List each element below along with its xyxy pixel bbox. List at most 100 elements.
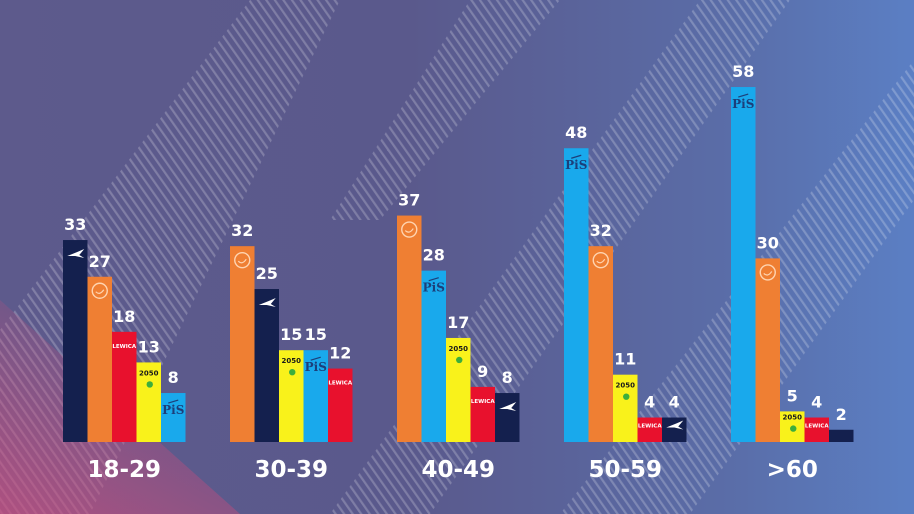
konfederacja-bird-icon [666,420,684,430]
polska2050-logo-text: 2050 [282,357,302,365]
category-label: 30-39 [254,457,328,483]
value-label: 13 [138,337,160,356]
lewica-logo-text: LEWICA [471,399,495,405]
value-label: 8 [168,368,179,387]
bar-40-49-lewica [470,386,495,442]
ko-logo-icon [234,251,251,269]
lewica-logo-icon: LEWICA [805,424,829,430]
bar-60-ko [755,258,780,442]
ko-logo-icon [91,282,108,299]
value-label: 5 [787,386,798,405]
ko-logo-icon [401,221,418,238]
lewica-logo-text: LEWICA [638,424,662,430]
ko-heart-stroke-icon [237,258,247,264]
bar-30-39-konfederacja [254,289,279,442]
polska2050-logo-text: 2050 [783,414,803,422]
bar-50-59-pis [564,148,589,443]
ko-heart-stroke-icon [404,228,414,233]
value-label: 9 [477,362,488,381]
value-label: 58 [732,62,754,81]
lewica-logo-icon: LEWICA [638,424,662,430]
value-label: 27 [89,252,111,271]
bar-40-49-ko [397,215,422,442]
polska-2050-logo-icon: 2050 [449,345,469,364]
ko-heart-stroke-icon [763,271,773,276]
bar-60-lewica [804,417,829,442]
pis-eagle-icon [168,399,179,404]
bar-50-59-polska-2050 [613,374,638,442]
value-label: 8 [502,368,513,387]
value-label: 4 [811,393,822,412]
polska-2050-logo-icon: 2050 [783,414,803,432]
konfederacja-bird-icon [499,402,517,412]
bar-60-konfederacja [829,429,854,442]
value-label: 32 [590,221,612,240]
polska2050-logo-text: 2050 [449,345,469,353]
pis-logo-icon: PiS [732,93,754,111]
polska2050-logo-text: 2050 [139,369,159,377]
value-label: 2 [836,405,847,424]
bar-40-49-pis [421,270,446,442]
pis-logo-text: PiS [732,97,754,111]
pis-eagle-icon [571,154,582,159]
pis-logo-icon: PiS [305,356,327,374]
value-label: 17 [447,313,469,332]
value-label: 15 [305,325,327,344]
ko-heart-icon [234,251,251,269]
value-label: 15 [280,325,302,344]
bar-60-pis [731,87,756,442]
category-label: 40-49 [421,457,495,483]
bar-50-59-lewica [637,417,662,442]
pis-eagle-icon [738,93,749,98]
konfederacja-logo-icon [67,249,85,259]
value-label: 30 [757,233,779,252]
pis-eagle-icon [428,277,439,282]
pis-logo-text: PiS [565,158,587,172]
ko-heart-stroke-icon [596,258,606,264]
ko-logo-icon [759,264,776,281]
value-label: 4 [644,393,655,412]
value-label: 32 [231,221,253,240]
category-label: 18-29 [87,457,161,483]
ko-heart-icon [91,282,108,299]
polska-2050-logo-icon: 2050 [282,357,302,376]
konfederacja-bird-icon [258,298,276,307]
value-label: 18 [113,307,135,326]
lewica-logo-icon: LEWICA [328,381,352,387]
konfederacja-logo-icon [258,298,276,307]
bar-30-39-pis [303,350,328,442]
ko-heart-stroke-icon [95,289,105,294]
age-group-40-49: 37 PiS 28 2050 17 LEWICA 9 8 40-49 [397,191,520,483]
pis-eagle-icon [310,356,321,361]
value-label: 4 [669,393,680,412]
bar-30-39-lewica [328,368,353,442]
stripe-band-top [330,0,560,220]
ko-logo-icon [592,251,609,269]
value-label: 25 [256,264,278,283]
polska-2050-logo-icon: 2050 [616,382,636,400]
pis-logo-text: PiS [305,360,327,374]
value-label: 11 [614,350,636,369]
konfederacja-logo-icon [666,420,684,430]
clover-icon [146,381,153,388]
konfederacja-bird-icon [67,249,85,259]
clover-icon [456,356,463,364]
ko-heart-icon [401,221,418,238]
pis-logo-icon: PiS [162,399,184,417]
bar-18-29-konfederacja [63,240,88,442]
age-group-30-39: 32 25 2050 15 PiS 15 LEWICA 12 30-39 [230,221,353,483]
ko-heart-icon [592,251,609,269]
polska-2050-logo-icon: 2050 [139,369,159,388]
bar-30-39-ko [230,246,255,442]
pis-logo-text: PiS [423,281,445,295]
bar-18-29-lewica [112,331,137,442]
value-label: 28 [423,246,445,265]
value-label: 48 [565,123,587,142]
polska2050-logo-text: 2050 [616,382,636,390]
lewica-logo-text: LEWICA [805,424,829,430]
lewica-logo-icon: LEWICA [112,344,136,350]
bar-50-59-konfederacja [662,417,687,442]
value-label: 37 [398,191,420,210]
